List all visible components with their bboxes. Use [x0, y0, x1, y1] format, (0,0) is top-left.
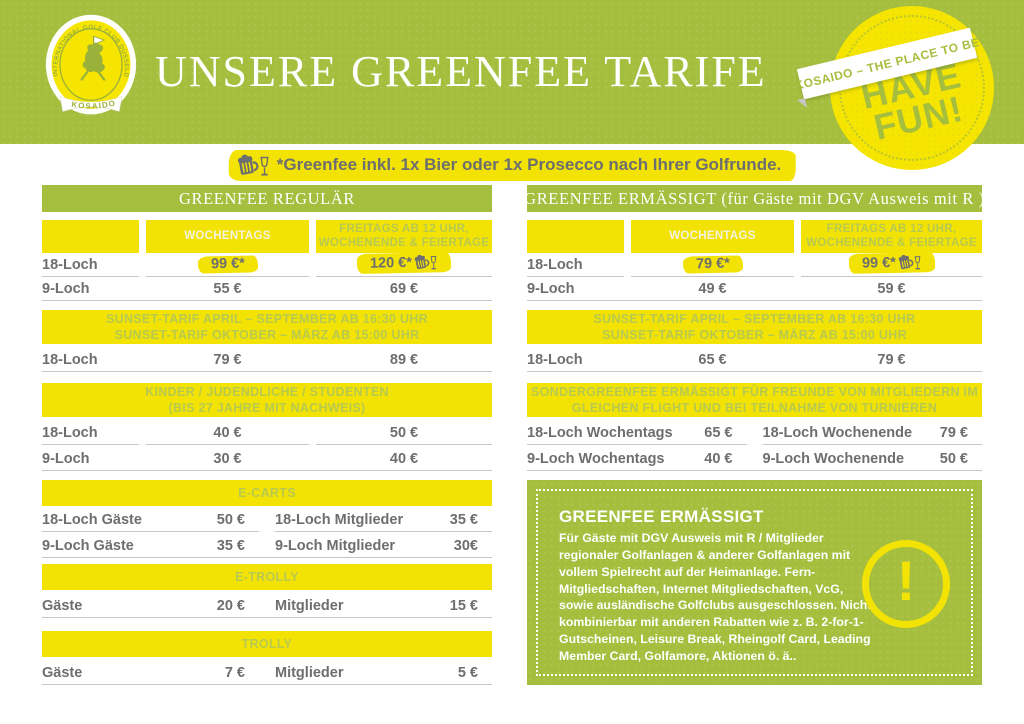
table-row: 18-Loch 79 € 89 € [42, 344, 492, 372]
greenfee-note: *Greenfee inkl. 1x Bier oder 1x Prosecco… [228, 150, 796, 181]
section-bar-sunset: SUNSET-TARIF APRIL – SEPTEMBER AB 16:30 … [42, 310, 492, 344]
price-highlight: 120 €* [356, 252, 452, 274]
column-headers: WOCHENTAGS FREITAGS AB 12 UHR, WOCHENEND… [527, 220, 982, 253]
svg-text:KOSAIDO: KOSAIDO [71, 98, 117, 111]
page-title: UNSERE GREENFEE TARIFE [155, 47, 767, 96]
column-header-weekend: FREITAGS AB 12 UHR, WOCHENENDE & FEIERTA… [801, 220, 982, 253]
logo-banner-text: KOSAIDO [71, 98, 116, 111]
section-bar-kinder: KINDER / JUDENDLICHE / STUDENTEN (BIS 27… [42, 383, 492, 417]
table-row: 9-Loch 55 € 69 € [42, 277, 492, 301]
lion-icon [82, 42, 105, 73]
table-row: 18-Loch Gäste 50 € 18-Loch Mitglieder 35 € [42, 506, 492, 532]
section-bar-sondergreenfee: SONDERGREENFEE ERMÄSSIGT FÜR FREUNDE VON… [527, 383, 982, 417]
table-row: 18-Loch 65 € 79 € [527, 344, 982, 372]
column-headers: WOCHENTAGS FREITAGS AB 12 UHR, WOCHENEND… [42, 220, 492, 253]
club-logo: INTERNATIONAL GOLF CLUB DÜSSELDORF KOSAI… [41, 11, 138, 139]
section-bar-ecarts: E-CARTS [42, 480, 492, 506]
section-title-ermaessigt: GREENFEE ERMÄSSIGT (für Gäste mit DGV Au… [524, 185, 984, 212]
info-box-greenfee-ermaessigt: GREENFEE ERMÄSSIGT Für Gäste mit DGV Aus… [527, 480, 982, 685]
section-bar-sunset: SUNSET-TARIF APRIL – SEPTEMBER AB 16:30 … [527, 310, 982, 344]
section-bar-trolly: TROLLY [42, 631, 492, 657]
section-bar-etrolly: E-TROLLY [42, 564, 492, 590]
exclamation-icon: ! [862, 540, 950, 628]
table-row: 9-Loch Gäste 35 € 9-Loch Mitglieder 30€ [42, 532, 492, 558]
table-row: 18-Loch 40 € 50 € [42, 417, 492, 445]
column-header-weekend: FREITAGS AB 12 UHR, WOCHENENDE & FEIERTA… [316, 220, 492, 253]
column-header-empty [42, 220, 139, 253]
table-row: Gäste 7 € Mitglieder 5 € [42, 657, 492, 685]
beer-and-prosecco-icon [898, 254, 920, 270]
table-row: 18-Loch 79 €* 99 €* [527, 252, 982, 277]
table-row: Gäste 20 € Mitglieder 15 € [42, 590, 492, 618]
beer-and-prosecco-icon [237, 154, 269, 176]
beer-and-prosecco-icon [414, 254, 437, 270]
table-row: 9-Loch 30 € 40 € [42, 445, 492, 471]
section-title-regular: GREENFEE REGULÄR [42, 185, 492, 212]
table-greenfee-regular: GREENFEE REGULÄR WOCHENTAGS FREITAGS AB … [42, 185, 492, 685]
price-highlight: 99 €* [848, 252, 935, 274]
column-header-weekdays: WOCHENTAGS [631, 220, 794, 253]
price-highlight: 99 €* [197, 255, 258, 274]
table-row: 18-Loch 99 €* 120 €* [42, 252, 492, 277]
club-crest-icon: INTERNATIONAL GOLF CLUB DÜSSELDORF KOSAI… [41, 11, 137, 115]
note-text: *Greenfee inkl. 1x Bier oder 1x Prosecco… [276, 155, 782, 174]
info-title: GREENFEE ERMÄSSIGT [559, 507, 764, 526]
column-header-weekdays: WOCHENTAGS [146, 220, 309, 253]
table-greenfee-ermaessigt: GREENFEE ERMÄSSIGT (für Gäste mit DGV Au… [524, 185, 984, 685]
table-row: 9-Loch Wochentags 40 € 9-Loch Wochenende 5… [527, 445, 982, 471]
header-band: INTERNATIONAL GOLF CLUB DÜSSELDORF KOSAI… [0, 0, 1024, 170]
table-row: 18-Loch Wochentags 65 € 18-Loch Wochenend… [527, 417, 982, 445]
column-header-empty [527, 220, 624, 253]
price-highlight: 79 €* [682, 255, 743, 274]
table-row: 9-Loch 49 € 59 € [527, 277, 982, 301]
info-body: Für Gäste mit DGV Ausweis mit R / Mitgli… [559, 531, 872, 663]
